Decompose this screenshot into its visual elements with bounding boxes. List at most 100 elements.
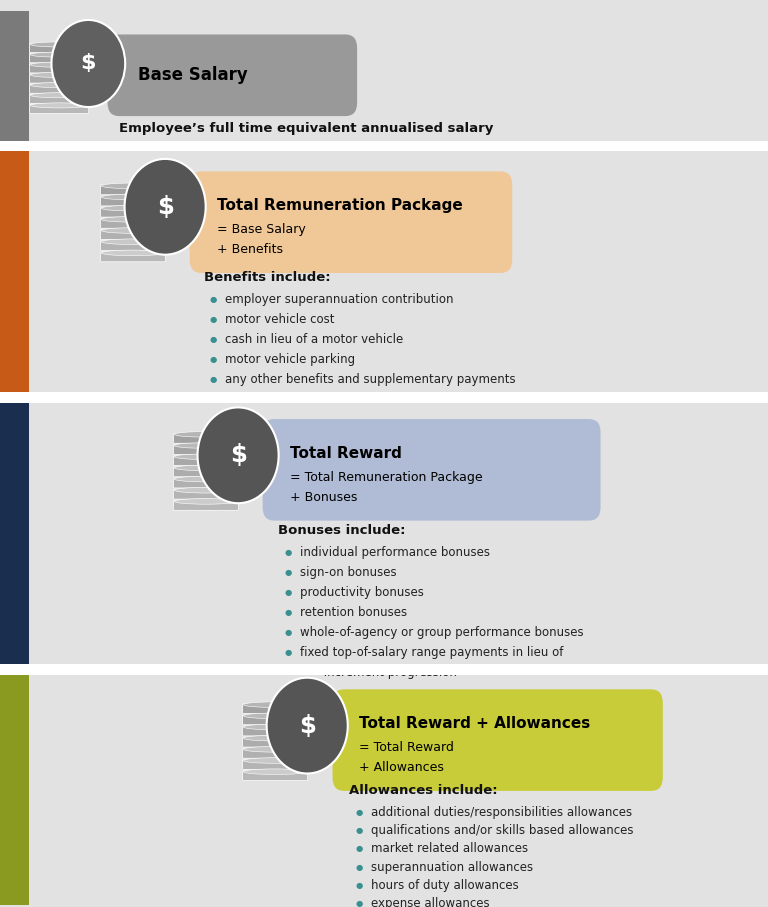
- FancyBboxPatch shape: [30, 94, 89, 103]
- FancyBboxPatch shape: [0, 392, 768, 403]
- FancyBboxPatch shape: [0, 675, 768, 905]
- Text: $: $: [81, 54, 96, 73]
- Circle shape: [266, 678, 348, 774]
- FancyBboxPatch shape: [243, 704, 307, 714]
- Circle shape: [197, 407, 279, 503]
- FancyBboxPatch shape: [101, 240, 165, 250]
- FancyBboxPatch shape: [30, 84, 89, 93]
- FancyBboxPatch shape: [243, 748, 307, 758]
- FancyBboxPatch shape: [243, 727, 307, 736]
- Ellipse shape: [31, 63, 88, 67]
- FancyBboxPatch shape: [30, 74, 89, 83]
- Text: additional duties/responsibilities allowances: additional duties/responsibilities allow…: [371, 806, 632, 819]
- FancyBboxPatch shape: [30, 104, 89, 113]
- FancyBboxPatch shape: [0, 664, 768, 675]
- Text: motor vehicle cost: motor vehicle cost: [225, 313, 335, 326]
- Text: = Total Reward: = Total Reward: [359, 741, 455, 754]
- Ellipse shape: [174, 476, 237, 482]
- Ellipse shape: [31, 93, 88, 98]
- FancyBboxPatch shape: [174, 490, 238, 499]
- Ellipse shape: [174, 499, 237, 504]
- Ellipse shape: [101, 205, 164, 211]
- Text: cash in lieu of a motor vehicle: cash in lieu of a motor vehicle: [225, 333, 403, 346]
- FancyBboxPatch shape: [243, 759, 307, 769]
- Text: ●: ●: [356, 844, 363, 853]
- Ellipse shape: [31, 102, 88, 108]
- FancyBboxPatch shape: [0, 141, 768, 151]
- Text: individual performance bonuses: individual performance bonuses: [300, 546, 489, 559]
- Text: ●: ●: [284, 588, 292, 597]
- Ellipse shape: [101, 217, 164, 222]
- FancyBboxPatch shape: [243, 737, 307, 747]
- Ellipse shape: [174, 454, 237, 460]
- Text: $: $: [230, 444, 247, 467]
- FancyBboxPatch shape: [174, 501, 238, 511]
- Ellipse shape: [101, 228, 164, 233]
- Ellipse shape: [31, 52, 88, 57]
- Ellipse shape: [243, 769, 306, 775]
- Text: ●: ●: [356, 899, 363, 907]
- FancyBboxPatch shape: [0, 11, 29, 141]
- Text: fixed top-of-salary range payments in lieu of: fixed top-of-salary range payments in li…: [300, 646, 563, 658]
- Ellipse shape: [31, 83, 88, 88]
- FancyBboxPatch shape: [174, 444, 238, 454]
- FancyBboxPatch shape: [174, 434, 238, 444]
- Text: ●: ●: [284, 628, 292, 637]
- FancyBboxPatch shape: [101, 208, 165, 217]
- FancyBboxPatch shape: [108, 34, 357, 116]
- Text: any other benefits and supplementary payments: any other benefits and supplementary pay…: [225, 373, 515, 385]
- FancyBboxPatch shape: [174, 456, 238, 465]
- Text: + Bonuses: + Bonuses: [290, 491, 357, 503]
- FancyBboxPatch shape: [0, 403, 768, 664]
- Text: = Base Salary: = Base Salary: [217, 223, 306, 236]
- Text: productivity bonuses: productivity bonuses: [300, 586, 423, 599]
- FancyBboxPatch shape: [243, 715, 307, 725]
- FancyBboxPatch shape: [101, 219, 165, 229]
- FancyBboxPatch shape: [0, 151, 768, 392]
- Text: market related allowances: market related allowances: [371, 843, 528, 855]
- Text: + Allowances: + Allowances: [359, 761, 445, 774]
- Text: ●: ●: [356, 808, 363, 817]
- Text: $: $: [299, 714, 316, 737]
- Text: Bonuses include:: Bonuses include:: [278, 524, 406, 537]
- FancyBboxPatch shape: [30, 63, 89, 73]
- Text: ●: ●: [210, 375, 217, 384]
- FancyBboxPatch shape: [190, 171, 512, 273]
- Text: Benefits include:: Benefits include:: [204, 271, 330, 284]
- Text: ●: ●: [210, 315, 217, 324]
- Text: ●: ●: [210, 295, 217, 304]
- Ellipse shape: [243, 724, 306, 730]
- Ellipse shape: [174, 487, 237, 493]
- FancyBboxPatch shape: [0, 151, 29, 392]
- Text: ●: ●: [210, 335, 217, 344]
- Text: employer superannuation contribution: employer superannuation contribution: [225, 293, 454, 306]
- Ellipse shape: [243, 736, 306, 741]
- Ellipse shape: [243, 713, 306, 718]
- Text: retention bonuses: retention bonuses: [300, 606, 406, 619]
- Text: Total Remuneration Package: Total Remuneration Package: [217, 199, 462, 213]
- Ellipse shape: [101, 194, 164, 200]
- Ellipse shape: [31, 73, 88, 77]
- FancyBboxPatch shape: [30, 54, 89, 63]
- Text: ●: ●: [284, 608, 292, 617]
- Text: expense allowances: expense allowances: [371, 897, 489, 907]
- Text: Employee’s full time equivalent annualised salary: Employee’s full time equivalent annualis…: [119, 122, 493, 135]
- FancyBboxPatch shape: [263, 419, 601, 521]
- Text: ●: ●: [356, 881, 363, 890]
- FancyBboxPatch shape: [333, 689, 663, 791]
- Text: ●: ●: [356, 826, 363, 835]
- Ellipse shape: [174, 432, 237, 437]
- Circle shape: [51, 20, 125, 107]
- FancyBboxPatch shape: [101, 252, 165, 262]
- Text: whole-of-agency or group performance bonuses: whole-of-agency or group performance bon…: [300, 626, 583, 639]
- Ellipse shape: [101, 250, 164, 256]
- Ellipse shape: [243, 757, 306, 764]
- Text: $: $: [157, 195, 174, 219]
- Ellipse shape: [243, 702, 306, 707]
- Text: motor vehicle parking: motor vehicle parking: [225, 353, 355, 366]
- Text: ●: ●: [210, 355, 217, 364]
- FancyBboxPatch shape: [174, 467, 238, 477]
- Text: Total Reward: Total Reward: [290, 446, 402, 461]
- Ellipse shape: [174, 465, 237, 471]
- FancyBboxPatch shape: [243, 771, 307, 781]
